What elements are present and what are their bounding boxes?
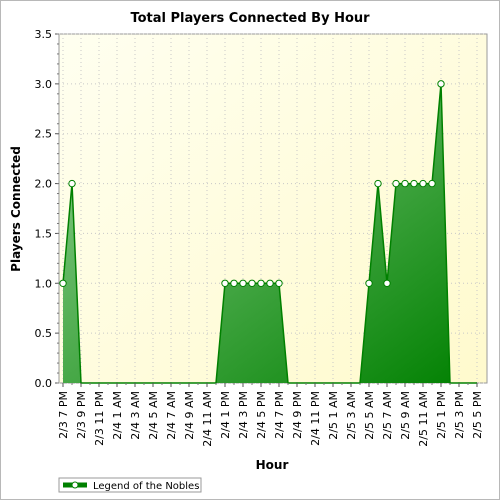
- legend-label: Legend of the Nobles: [93, 481, 199, 492]
- x-tick-label: 2/5 1 PM: [435, 391, 448, 439]
- y-tick-label: 1.5: [35, 227, 53, 240]
- legend-box: [58, 477, 202, 493]
- data-point: [68, 179, 76, 188]
- y-tick-label: 0.0: [35, 377, 53, 390]
- data-point: [383, 279, 391, 287]
- x-tick-label: 2/3 9 PM: [75, 391, 88, 439]
- data-point: [374, 179, 382, 188]
- data-point: [257, 279, 265, 287]
- series-markers: [59, 80, 445, 287]
- x-tick-label: 2/5 5 PM: [471, 391, 484, 439]
- y-tick-label: 3.0: [35, 78, 53, 91]
- x-tick-label: 2/3 11 PM: [93, 391, 106, 446]
- data-point: [221, 279, 229, 287]
- x-tick-label: 2/4 3 PM: [237, 391, 250, 439]
- x-axis: 2/3 7 PM 2/3 9 PM 2/3 11 PM 2/4 1 AM 2/4 3 A…: [57, 383, 484, 447]
- data-point: [428, 179, 436, 188]
- y-tick-label: 3.5: [35, 28, 53, 41]
- data-point: [248, 279, 256, 287]
- y-tick-label: 2.0: [35, 178, 53, 191]
- x-tick-label: 2/3 7 PM: [57, 391, 70, 439]
- x-tick-label: 2/5 9 AM: [399, 391, 412, 440]
- x-tick-label: 2/4 11 PM: [309, 391, 322, 446]
- x-tick-label: 2/5 3 AM: [345, 391, 358, 440]
- data-point: [437, 80, 445, 88]
- x-tick-label: 2/4 3 AM: [129, 391, 142, 440]
- x-tick-label: 2/5 5 AM: [363, 391, 376, 440]
- x-tick-label: 2/5 1 AM: [327, 391, 340, 440]
- y-tick-label: 2.5: [35, 128, 53, 141]
- x-tick-label: 2/4 1 AM: [111, 391, 124, 440]
- x-tick-label: 2/4 9 AM: [183, 391, 196, 440]
- x-axis-label: Hour: [256, 458, 289, 472]
- series-area: [63, 83, 477, 383]
- data-point: [401, 179, 409, 188]
- data-point: [365, 279, 373, 287]
- x-tick-label: 2/5 7 AM: [381, 391, 394, 440]
- x-tick-label: 2/5 11 AM: [417, 391, 430, 447]
- y-tick-label: 1.0: [35, 277, 53, 290]
- x-tick-label: 2/4 5 AM: [147, 391, 160, 440]
- chart-title: Total Players Connected By Hour: [130, 11, 370, 26]
- data-point: [275, 279, 283, 287]
- y-axis: 0.0 0.5 1.0 1.5 2.0 2.5 3.0 3.5: [35, 28, 59, 390]
- x-tick-label: 2/4 11 AM: [201, 391, 214, 447]
- data-point: [392, 179, 400, 188]
- data-point: [419, 179, 427, 188]
- x-tick-label: 2/4 9 PM: [291, 391, 304, 439]
- data-point: [230, 279, 238, 287]
- data-point: [59, 279, 67, 287]
- x-tick-label: 2/4 5 PM: [255, 391, 268, 439]
- data-point: [410, 179, 418, 188]
- y-axis-label: Players Connected: [9, 146, 23, 272]
- data-point: [239, 279, 247, 287]
- data-point: [266, 279, 274, 287]
- x-tick-label: 2/4 7 AM: [165, 391, 178, 440]
- x-tick-label: 2/4 1 PM: [219, 391, 232, 439]
- y-tick-label: 0.5: [35, 327, 53, 340]
- legend-swatch-marker: [71, 481, 79, 489]
- legend: Legend of the Nobles: [58, 477, 202, 493]
- x-tick-label: 2/5 3 PM: [453, 391, 466, 439]
- x-tick-label: 2/4 7 PM: [273, 391, 286, 439]
